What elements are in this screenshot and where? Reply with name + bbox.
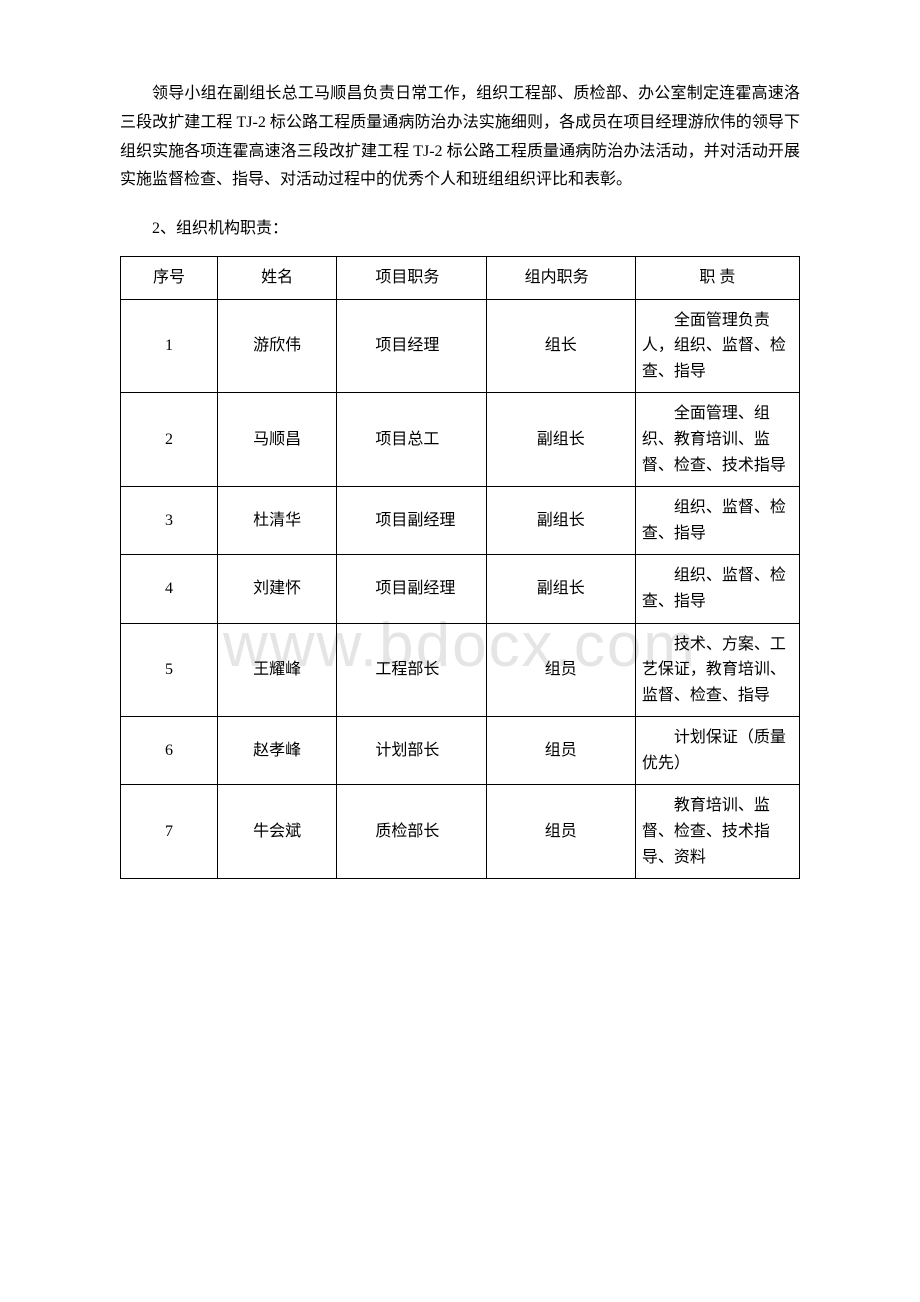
header-name: 姓名 — [218, 256, 337, 299]
cell-duty: 计划保证（质量优先） — [635, 717, 799, 785]
intro-paragraph: 领导小组在副组长总工马顺昌负责日常工作，组织工程部、质检部、办公室制定连霍高速洛… — [120, 80, 800, 195]
cell-position: 项目副经理 — [337, 555, 486, 623]
page-content: 领导小组在副组长总工马顺昌负责日常工作，组织工程部、质检部、办公室制定连霍高速洛… — [120, 80, 800, 879]
table-row: 7 牛会斌 质检部长 组员 教育培训、监督、检查、技术指导、资料 — [121, 785, 800, 879]
header-seq: 序号 — [121, 256, 218, 299]
cell-seq: 2 — [121, 393, 218, 487]
cell-duty: 全面管理、组织、教育培训、监督、检查、技术指导 — [635, 393, 799, 487]
cell-seq: 4 — [121, 555, 218, 623]
header-position: 项目职务 — [337, 256, 486, 299]
cell-seq: 7 — [121, 785, 218, 879]
cell-name: 杜清华 — [218, 487, 337, 555]
cell-position: 项目副经理 — [337, 487, 486, 555]
header-group: 组内职务 — [486, 256, 635, 299]
cell-position: 工程部长 — [337, 623, 486, 717]
table-row: 2 马顺昌 项目总工 副组长 全面管理、组织、教育培训、监督、检查、技术指导 — [121, 393, 800, 487]
org-duties-table: 序号 姓名 项目职务 组内职务 职 责 1 游欣伟 项目经理 组长 全面管理负责… — [120, 256, 800, 879]
cell-group: 组员 — [486, 717, 635, 785]
cell-position: 计划部长 — [337, 717, 486, 785]
cell-seq: 3 — [121, 487, 218, 555]
header-duty: 职 责 — [635, 256, 799, 299]
cell-group: 副组长 — [486, 487, 635, 555]
cell-duty: 组织、监督、检查、指导 — [635, 555, 799, 623]
cell-position: 质检部长 — [337, 785, 486, 879]
table-header-row: 序号 姓名 项目职务 组内职务 职 责 — [121, 256, 800, 299]
table-row: 6 赵孝峰 计划部长 组员 计划保证（质量优先） — [121, 717, 800, 785]
table-row: 5 王耀峰 工程部长 组员 技术、方案、工艺保证，教育培训、监督、检查、指导 — [121, 623, 800, 717]
cell-duty: 全面管理负责人，组织、监督、检查、指导 — [635, 299, 799, 393]
cell-position: 项目经理 — [337, 299, 486, 393]
cell-name: 赵孝峰 — [218, 717, 337, 785]
table-row: 4 刘建怀 项目副经理 副组长 组织、监督、检查、指导 — [121, 555, 800, 623]
cell-position: 项目总工 — [337, 393, 486, 487]
cell-group: 组长 — [486, 299, 635, 393]
cell-seq: 6 — [121, 717, 218, 785]
cell-group: 组员 — [486, 785, 635, 879]
cell-name: 牛会斌 — [218, 785, 337, 879]
cell-name: 游欣伟 — [218, 299, 337, 393]
cell-group: 副组长 — [486, 393, 635, 487]
section-title: 2、组织机构职责： — [120, 215, 800, 244]
cell-duty: 教育培训、监督、检查、技术指导、资料 — [635, 785, 799, 879]
cell-seq: 1 — [121, 299, 218, 393]
cell-name: 王耀峰 — [218, 623, 337, 717]
cell-group: 副组长 — [486, 555, 635, 623]
table-row: 3 杜清华 项目副经理 副组长 组织、监督、检查、指导 — [121, 487, 800, 555]
cell-duty: 技术、方案、工艺保证，教育培训、监督、检查、指导 — [635, 623, 799, 717]
cell-seq: 5 — [121, 623, 218, 717]
cell-name: 马顺昌 — [218, 393, 337, 487]
cell-duty: 组织、监督、检查、指导 — [635, 487, 799, 555]
cell-name: 刘建怀 — [218, 555, 337, 623]
table-row: 1 游欣伟 项目经理 组长 全面管理负责人，组织、监督、检查、指导 — [121, 299, 800, 393]
cell-group: 组员 — [486, 623, 635, 717]
